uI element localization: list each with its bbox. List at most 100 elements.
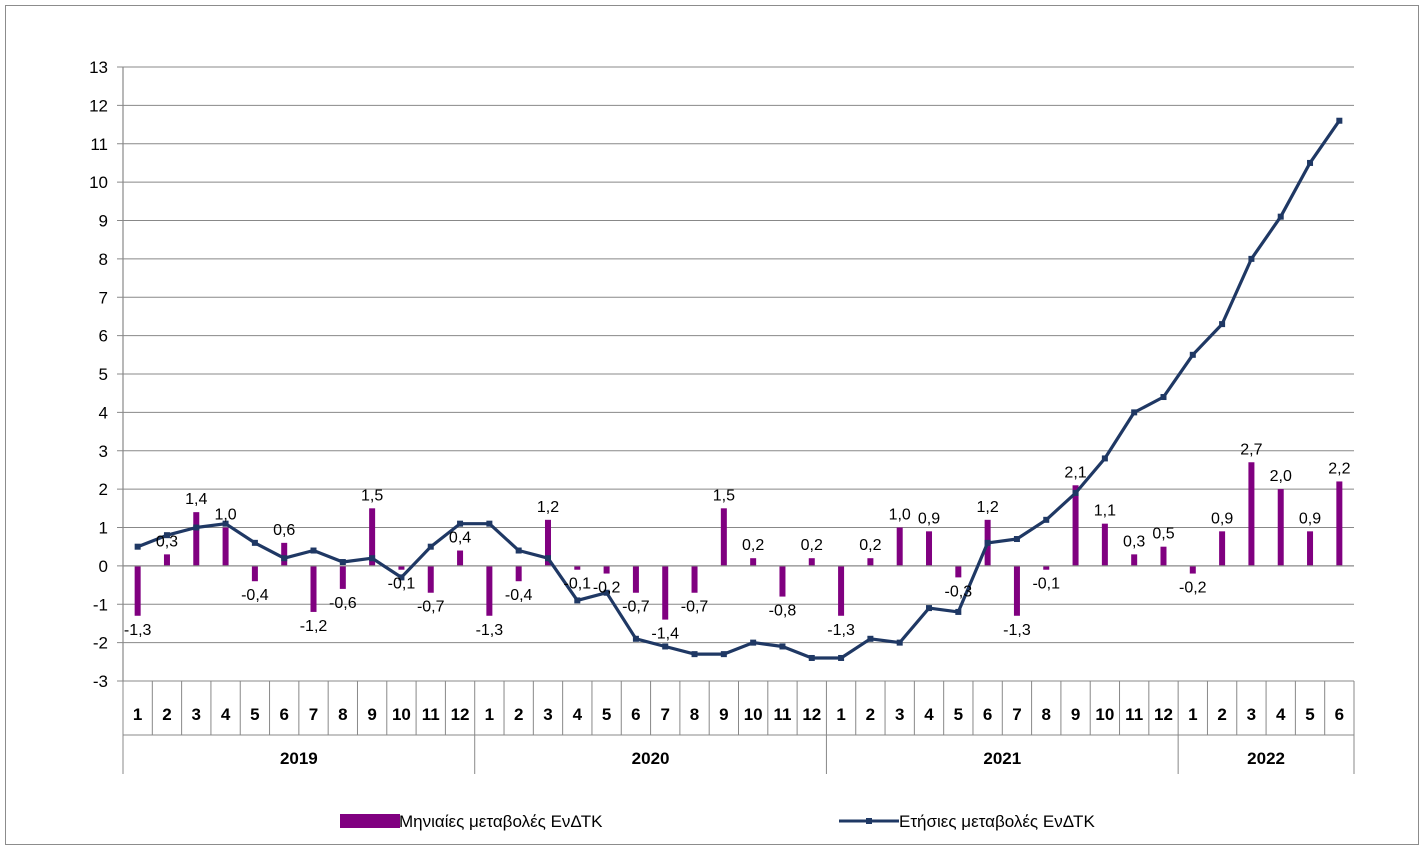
- x-tick-label: 8: [690, 705, 699, 724]
- data-labels: -1,30,31,41,0-0,40,6-1,2-0,61,5-0,1-0,70…: [124, 441, 1351, 642]
- x-tick-label: 11: [1125, 705, 1143, 724]
- bar-data-label: -0,7: [681, 599, 709, 616]
- bar-data-label: -0,1: [1032, 576, 1060, 593]
- line-point: [281, 555, 288, 562]
- x-tick-label: 8: [1042, 705, 1051, 724]
- x-tick-label: 11: [773, 705, 791, 724]
- x-tick-label: 6: [631, 705, 640, 724]
- bar: [427, 565, 434, 593]
- year-label: 2019: [280, 749, 318, 768]
- line-point: [398, 574, 405, 581]
- x-tick-label: 12: [451, 705, 470, 724]
- bar: [369, 508, 376, 566]
- bar-data-label: 0,2: [742, 537, 764, 554]
- bar-data-label: 0,5: [1152, 526, 1174, 543]
- bar: [808, 558, 815, 566]
- line-point: [1043, 516, 1050, 523]
- bar-data-label: -0,7: [417, 599, 445, 616]
- bar-data-label: 1,2: [537, 499, 559, 516]
- bar-data-label: 0,3: [1123, 533, 1145, 550]
- x-tick-label: 7: [309, 705, 318, 724]
- legend-label-line: Ετήσιες μεταβολές ΕνΔΤΚ: [899, 812, 1095, 831]
- bar: [603, 565, 610, 574]
- bar: [457, 550, 464, 566]
- bar-data-label: -0,7: [622, 599, 650, 616]
- year-label: 2020: [632, 749, 670, 768]
- bar-data-label: 0,9: [1211, 510, 1233, 527]
- line-point: [720, 651, 727, 658]
- line-point: [310, 547, 317, 554]
- bar: [515, 565, 522, 582]
- x-tick-label: 2: [866, 705, 875, 724]
- bar: [1072, 485, 1079, 566]
- y-tick-label: 0: [99, 557, 108, 576]
- x-tick-label: 5: [1305, 705, 1314, 724]
- x-tick-label: 7: [660, 705, 669, 724]
- x-tick-label: 10: [744, 705, 763, 724]
- line-point: [1307, 159, 1314, 166]
- line-series: [134, 117, 1343, 661]
- bar-data-label: 1,4: [185, 491, 207, 508]
- x-tick-label: 6: [279, 705, 288, 724]
- bar-data-label: -1,3: [124, 622, 152, 639]
- bar: [398, 565, 405, 570]
- x-tick-label: 6: [1335, 705, 1344, 724]
- bar: [926, 531, 933, 566]
- bar: [281, 542, 288, 566]
- bar: [1307, 531, 1314, 566]
- x-tick-label: 10: [392, 705, 411, 724]
- bar-data-label: 2,7: [1240, 441, 1262, 458]
- y-tick-label: 4: [99, 403, 108, 422]
- bar: [222, 527, 229, 566]
- year-label: 2022: [1247, 749, 1285, 768]
- y-tick-label: 3: [99, 442, 108, 461]
- x-tick-label: 8: [338, 705, 347, 724]
- x-tick-label: 4: [221, 705, 231, 724]
- line-point: [163, 532, 170, 539]
- bar: [1160, 546, 1167, 566]
- line-point: [369, 555, 376, 562]
- bar: [1248, 462, 1255, 566]
- line-point: [515, 547, 522, 554]
- bar: [896, 527, 903, 566]
- line-point: [779, 643, 786, 650]
- bar: [632, 565, 639, 593]
- bar: [779, 565, 786, 597]
- bar-data-label: -0,1: [388, 576, 416, 593]
- bar: [1336, 481, 1343, 566]
- bar-series: [134, 462, 1343, 620]
- bar: [720, 508, 727, 566]
- y-tick-label: 9: [99, 212, 108, 231]
- bar: [838, 565, 845, 616]
- bar-data-label: 2,1: [1064, 464, 1086, 481]
- bar-data-label: 1,0: [214, 507, 236, 524]
- bar: [251, 565, 258, 582]
- line-point: [193, 524, 200, 531]
- bar-data-label: 1,5: [713, 487, 735, 504]
- chart-frame: -3 -2 -1 0 1 2 3 4 5 6 7 8 9 10 11 12 13 1 2 3 4 5 6 7 8 9 10 11 12 1…: [5, 5, 1419, 845]
- bar-data-label: 2,0: [1270, 468, 1292, 485]
- bar: [1277, 489, 1284, 566]
- y-tick-label: 6: [99, 327, 108, 346]
- legend-swatch-line-marker: [866, 818, 872, 824]
- bar: [1131, 554, 1138, 566]
- line-point: [750, 639, 757, 646]
- x-tick-label: 5: [954, 705, 963, 724]
- line-point: [574, 597, 581, 604]
- line-point: [1336, 117, 1343, 124]
- line-point: [134, 543, 141, 550]
- line-point: [603, 589, 610, 596]
- line-point: [691, 651, 698, 658]
- bar: [867, 558, 874, 566]
- y-tick-label: 12: [89, 96, 108, 115]
- bar: [1189, 565, 1196, 574]
- y-tick-label: 10: [89, 173, 108, 192]
- legend: Μηνιαίες μεταβολές ΕνΔΤΚ Ετήσιες μεταβολ…: [340, 812, 1095, 831]
- x-tick-label: 3: [1247, 705, 1256, 724]
- line-point: [662, 643, 669, 650]
- line-point: [1189, 351, 1196, 358]
- line-point: [339, 559, 346, 566]
- y-tick-label: -1: [93, 595, 108, 614]
